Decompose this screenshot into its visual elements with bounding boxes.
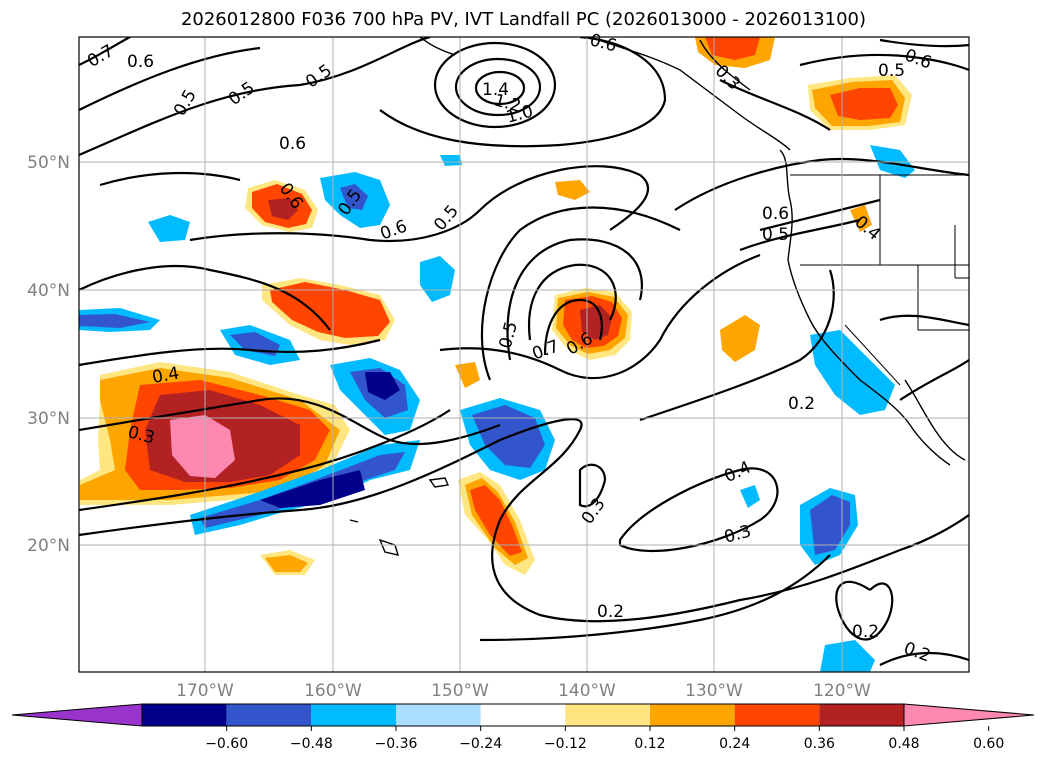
colorbar-extend-max <box>903 703 1035 727</box>
colorbar-segment <box>650 704 735 726</box>
colorbar-tick-label: 0.36 <box>804 736 835 752</box>
contour-label: 0.4 <box>721 457 754 487</box>
contour-label: 0.6 <box>588 30 619 56</box>
pv-contours <box>79 37 969 666</box>
lat-labels: 50°N 40°N 30°N 20°N <box>27 153 70 556</box>
colorbar-segment <box>565 704 650 726</box>
shaded-fields <box>79 37 915 672</box>
contour-label: 1.4 <box>482 80 509 100</box>
lon-labels: 170°W 160°W 150°W 140°W 130°W 120°W <box>176 681 871 701</box>
colorbar-tick-label: 0.60 <box>973 736 1004 752</box>
colorbar-tick-label: 0.24 <box>719 736 750 752</box>
coastlines <box>349 37 966 556</box>
contour-label: 0.7 <box>530 336 562 364</box>
contour-label: 0.3 <box>578 495 610 529</box>
colorbar-tick-label: 0.48 <box>888 736 919 752</box>
contour-label: 0.5 <box>225 78 259 110</box>
contour-label: 0.6 <box>279 134 306 154</box>
lon-label: 130°W <box>685 681 743 701</box>
contour-label: 0.4 <box>151 364 181 388</box>
contour-label: 0.3 <box>722 521 753 547</box>
lon-label: 170°W <box>176 681 234 701</box>
graticule <box>79 37 969 672</box>
lon-label: 120°W <box>813 681 871 701</box>
contour-label: 0.2 <box>788 394 815 414</box>
contour-label: 0.2 <box>597 602 624 622</box>
colorbar-frame <box>141 703 905 727</box>
contour-label: 0.6 <box>902 45 934 73</box>
contour-label: 0.5 <box>878 61 905 81</box>
lat-label: 40°N <box>27 281 70 301</box>
contour-label: 0.6 <box>127 52 154 72</box>
colorbar-segment <box>311 704 396 726</box>
lat-label: 50°N <box>27 153 70 173</box>
lat-label: 30°N <box>27 409 70 429</box>
colorbar-segment <box>226 704 312 726</box>
contour-label: 0.7 <box>84 41 117 72</box>
plot-frame <box>78 36 970 673</box>
map-plot-area <box>79 37 969 672</box>
colorbar-tick-label: −0.12 <box>544 736 587 752</box>
colorbar-tick-label: −0.60 <box>205 736 248 752</box>
colorbar-segment <box>396 704 481 726</box>
colorbar-tick-label: −0.36 <box>375 736 418 752</box>
colorbar-segment <box>142 704 227 726</box>
colorbar-tick-label: 0.12 <box>634 736 665 752</box>
political-borders <box>790 174 969 386</box>
colorbar-segment <box>734 704 820 726</box>
contour-label: 0.5 <box>496 319 522 350</box>
lon-label: 140°W <box>558 681 616 701</box>
contour-label: 0.5 <box>302 61 336 93</box>
colorbar-tick-label: −0.48 <box>290 736 333 752</box>
colorbar-segment <box>480 704 566 726</box>
colorbar-segment <box>819 704 904 726</box>
colorbar-extend-min <box>11 703 143 727</box>
contour-label: 0.5 <box>762 225 789 245</box>
lat-label: 20°N <box>27 536 70 556</box>
colorbar: −0.60 −0.48 −0.36 −0.24 −0.12 0.12 0.24 0.36 0.4… <box>11 703 1035 752</box>
lon-label: 160°W <box>304 681 362 701</box>
contour-label: 0.6 <box>762 204 789 224</box>
lon-label: 150°W <box>431 681 489 701</box>
contour-label: 0.2 <box>852 622 879 642</box>
contour-label: 0.2 <box>901 638 933 666</box>
colorbar-tick-label: −0.24 <box>459 736 502 752</box>
contour-label: 0.5 <box>430 201 463 235</box>
map-title: 2026012800 F036 700 hPa PV, IVT Landfall… <box>180 9 867 30</box>
